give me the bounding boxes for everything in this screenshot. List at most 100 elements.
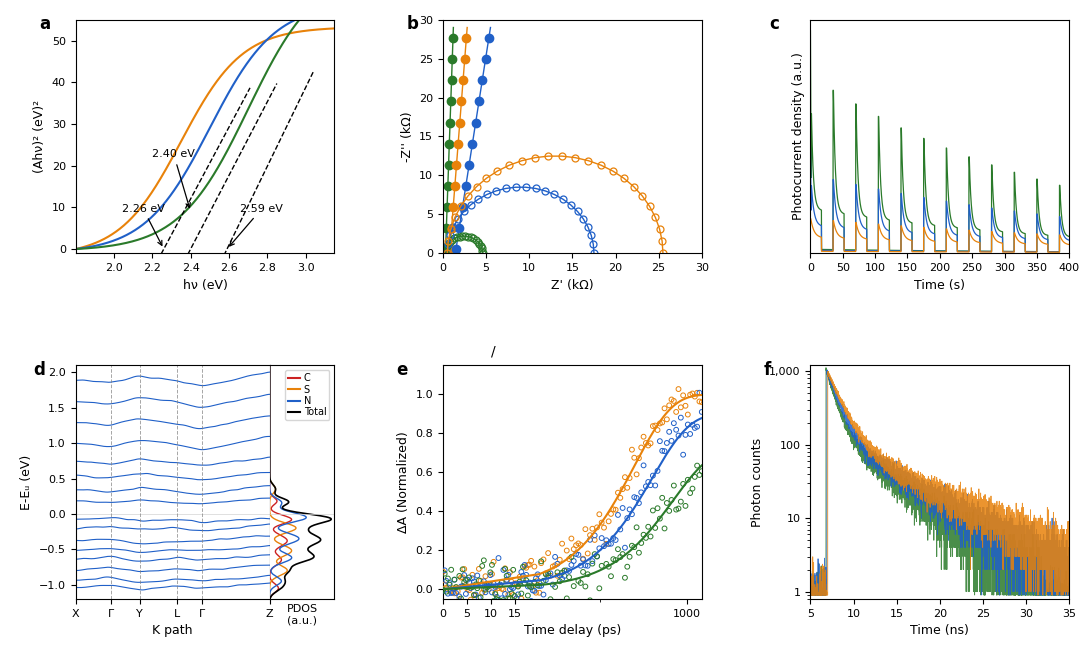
- Point: [617, 542, 634, 553]
- Point: [679, 474, 697, 485]
- Point: [537, 575, 554, 586]
- Point: [605, 533, 622, 544]
- Point: [635, 432, 652, 442]
- Point: [434, 586, 451, 596]
- Point: [487, 588, 504, 598]
- Point: [465, 576, 483, 587]
- Point: [684, 420, 701, 430]
- Point: [567, 549, 584, 559]
- Point: [603, 538, 620, 549]
- Point: [625, 542, 643, 553]
- Point: [563, 552, 580, 563]
- Point: [603, 509, 620, 519]
- Point: [686, 422, 703, 433]
- Point: [544, 605, 562, 615]
- Text: 2.59 eV: 2.59 eV: [230, 203, 283, 246]
- X-axis label: Time delay (ps): Time delay (ps): [524, 624, 621, 637]
- Point: [639, 522, 657, 532]
- Point: [482, 578, 499, 589]
- Point: [530, 597, 548, 607]
- Text: b: b: [407, 15, 419, 33]
- Point: [649, 425, 666, 436]
- Point: [542, 568, 559, 578]
- Point: [651, 436, 669, 446]
- Point: [653, 445, 671, 456]
- Point: [647, 420, 664, 431]
- Y-axis label: Photocurrent density (a.u.): Photocurrent density (a.u.): [792, 53, 805, 220]
- Point: [558, 565, 576, 576]
- Point: [693, 397, 711, 407]
- Y-axis label: Photon counts: Photon counts: [751, 438, 764, 526]
- Point: [572, 540, 590, 550]
- Point: [517, 563, 535, 573]
- Point: [563, 533, 580, 544]
- Point: [516, 560, 534, 570]
- Point: [645, 421, 662, 432]
- Point: [519, 560, 537, 570]
- Point: [540, 568, 557, 578]
- Point: [504, 565, 522, 575]
- Point: [586, 535, 604, 545]
- Point: [619, 513, 636, 523]
- Point: [530, 588, 548, 598]
- Point: [507, 578, 524, 589]
- Point: [437, 586, 455, 597]
- X-axis label: hν (eV): hν (eV): [183, 278, 228, 291]
- Point: [532, 556, 550, 567]
- Point: [670, 503, 687, 514]
- Point: [595, 541, 612, 551]
- Point: [453, 572, 470, 583]
- Point: [457, 589, 474, 599]
- Point: [565, 581, 582, 592]
- Point: [617, 472, 634, 482]
- Point: [517, 570, 535, 580]
- Point: [691, 388, 708, 398]
- Point: [532, 558, 550, 569]
- Point: [561, 572, 578, 582]
- Point: [434, 584, 451, 595]
- Point: [467, 589, 484, 599]
- Point: [514, 570, 531, 581]
- Point: [661, 426, 678, 437]
- Point: [476, 571, 494, 582]
- Point: [482, 567, 499, 578]
- Point: [693, 407, 711, 417]
- Point: [447, 582, 464, 593]
- Point: [586, 549, 604, 559]
- Point: [639, 476, 657, 487]
- Point: [649, 503, 666, 513]
- Point: [437, 582, 455, 593]
- Point: [453, 581, 470, 592]
- Point: [503, 582, 521, 592]
- Point: [513, 567, 530, 577]
- Point: [611, 493, 629, 503]
- Point: [572, 578, 590, 588]
- Point: [475, 576, 492, 586]
- Point: [459, 582, 476, 592]
- Point: [469, 580, 486, 591]
- Point: [532, 580, 550, 591]
- Point: [446, 574, 463, 585]
- Point: [465, 590, 483, 600]
- Point: [457, 580, 474, 590]
- Point: [544, 561, 562, 572]
- Point: [504, 590, 522, 600]
- Point: [686, 472, 703, 482]
- Point: [507, 591, 524, 601]
- Point: [524, 580, 541, 591]
- Point: [508, 598, 525, 609]
- Point: [501, 584, 518, 595]
- Point: [625, 492, 643, 503]
- Point: [665, 418, 683, 428]
- Point: [529, 569, 546, 580]
- Point: [511, 572, 528, 582]
- Point: [519, 590, 537, 601]
- Point: [447, 582, 464, 592]
- Point: [470, 564, 487, 574]
- Point: [597, 539, 615, 549]
- Point: [475, 584, 492, 595]
- Point: [511, 578, 528, 589]
- Point: [591, 543, 608, 553]
- Point: [511, 576, 528, 587]
- Point: [661, 505, 678, 516]
